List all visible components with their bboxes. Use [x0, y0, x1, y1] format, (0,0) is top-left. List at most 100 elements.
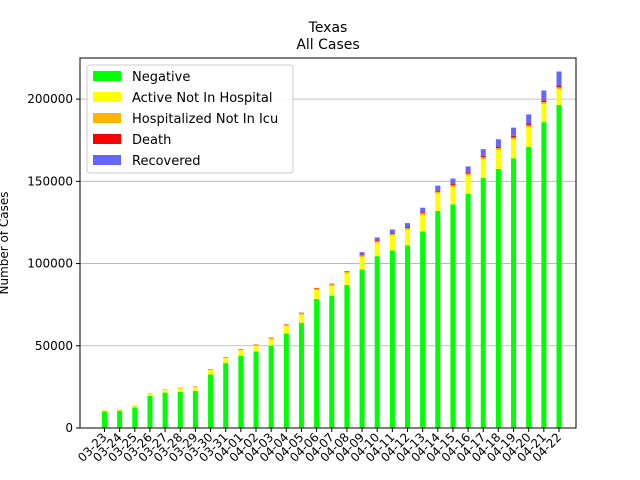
bar-segment — [268, 339, 274, 346]
bar-segment — [480, 178, 486, 428]
bar-segment — [480, 157, 486, 160]
bar-segment — [147, 395, 153, 428]
bar-segment — [268, 345, 274, 428]
bars — [102, 71, 562, 429]
bar-segment — [495, 146, 501, 149]
y-tick-label: 200000 — [27, 92, 73, 106]
bar-segment — [359, 256, 365, 270]
bar-segment — [526, 123, 532, 126]
bar-segment — [556, 85, 562, 88]
bar-segment — [465, 175, 471, 194]
bar-segment — [495, 169, 501, 428]
bar-segment — [359, 255, 365, 257]
bar-segment — [177, 391, 183, 428]
y-tick-label: 150000 — [27, 174, 73, 188]
bar-segment — [435, 190, 441, 192]
bar-segment — [495, 139, 501, 147]
bar-segment — [238, 350, 244, 356]
legend-swatch — [93, 71, 121, 81]
legend-box — [86, 64, 294, 174]
bar-segment — [480, 149, 486, 156]
bar-segment — [450, 185, 456, 188]
bar-segment — [253, 351, 259, 428]
bar-segment — [556, 87, 562, 90]
bar-segment — [556, 104, 562, 428]
bar-segment — [480, 159, 486, 179]
bar-segment — [541, 102, 547, 105]
bar-segment — [495, 148, 501, 151]
bar-segment — [208, 369, 214, 375]
bar-segment — [450, 187, 456, 205]
bar-segment — [465, 166, 471, 173]
bar-segment — [102, 410, 107, 412]
chart-subtitle: All Cases — [296, 37, 359, 53]
legend-label: Negative — [132, 70, 190, 85]
bar-segment — [192, 386, 198, 388]
bar-segment — [283, 324, 289, 327]
bar-segment — [102, 411, 107, 428]
bar-segment — [359, 252, 365, 255]
bar-segment — [329, 285, 335, 296]
legend-swatch — [93, 134, 121, 144]
bar-segment — [495, 150, 501, 169]
bar-segment — [435, 210, 441, 428]
x-axis: 03-2303-2403-2503-2603-2703-2803-2903-30… — [75, 428, 564, 465]
bar-segment — [541, 90, 547, 101]
bar-segment — [117, 409, 123, 411]
bar-segment — [556, 71, 562, 86]
bar-segment — [192, 387, 198, 391]
chart-title: Texas — [308, 20, 348, 36]
bar-segment — [192, 391, 198, 428]
bar-segment — [556, 89, 562, 105]
bar-segment — [405, 245, 410, 428]
bar-segment — [374, 237, 380, 241]
bar-segment — [253, 344, 259, 346]
bar-segment — [238, 349, 244, 351]
bar-segment — [314, 289, 320, 299]
bar-segment — [329, 284, 335, 286]
bar-segment — [208, 374, 214, 428]
bar-segment — [162, 389, 168, 393]
bar-segment — [511, 127, 517, 136]
bar-segment — [329, 283, 335, 285]
bar-segment — [314, 287, 320, 289]
bar-segment — [465, 173, 471, 176]
bar-segment — [450, 183, 456, 186]
legend-label: Hospitalized Not In Icu — [132, 112, 278, 127]
legend-label: Death — [132, 133, 171, 148]
bar-segment — [223, 357, 229, 359]
bar-segment — [526, 146, 532, 429]
bar-segment — [541, 104, 547, 123]
bar-segment — [283, 333, 289, 428]
bar-segment — [511, 158, 517, 429]
bar-segment — [177, 387, 183, 389]
bar-segment — [435, 185, 441, 191]
bar-segment — [511, 139, 517, 159]
bar-segment — [480, 155, 486, 158]
bar-segment — [132, 407, 138, 428]
bar-segment — [389, 250, 395, 428]
bar-segment — [420, 207, 426, 213]
y-axis: 0 50000 100000 150000 200000 — [27, 92, 80, 435]
bar-segment — [465, 172, 471, 174]
y-tick-label: 0 — [65, 421, 73, 435]
bar-segment — [132, 405, 138, 408]
bar-segment — [298, 314, 304, 323]
bar-segment — [526, 127, 532, 147]
bar-segment — [389, 235, 395, 251]
bar-segment — [526, 114, 532, 124]
bar-segment — [283, 326, 289, 334]
legend-label: Recovered — [132, 154, 201, 169]
bar-segment — [405, 228, 410, 230]
bar-segment — [389, 229, 395, 233]
bar-segment — [253, 345, 259, 352]
bar-segment — [526, 125, 532, 128]
y-axis-label: Number of Cases — [0, 191, 11, 294]
bar-segment — [511, 137, 517, 140]
bar-segment — [450, 204, 456, 428]
bar-segment — [238, 355, 244, 428]
bar-segment — [405, 227, 410, 229]
bar-segment — [177, 388, 183, 392]
y-tick-label: 100000 — [27, 257, 73, 271]
